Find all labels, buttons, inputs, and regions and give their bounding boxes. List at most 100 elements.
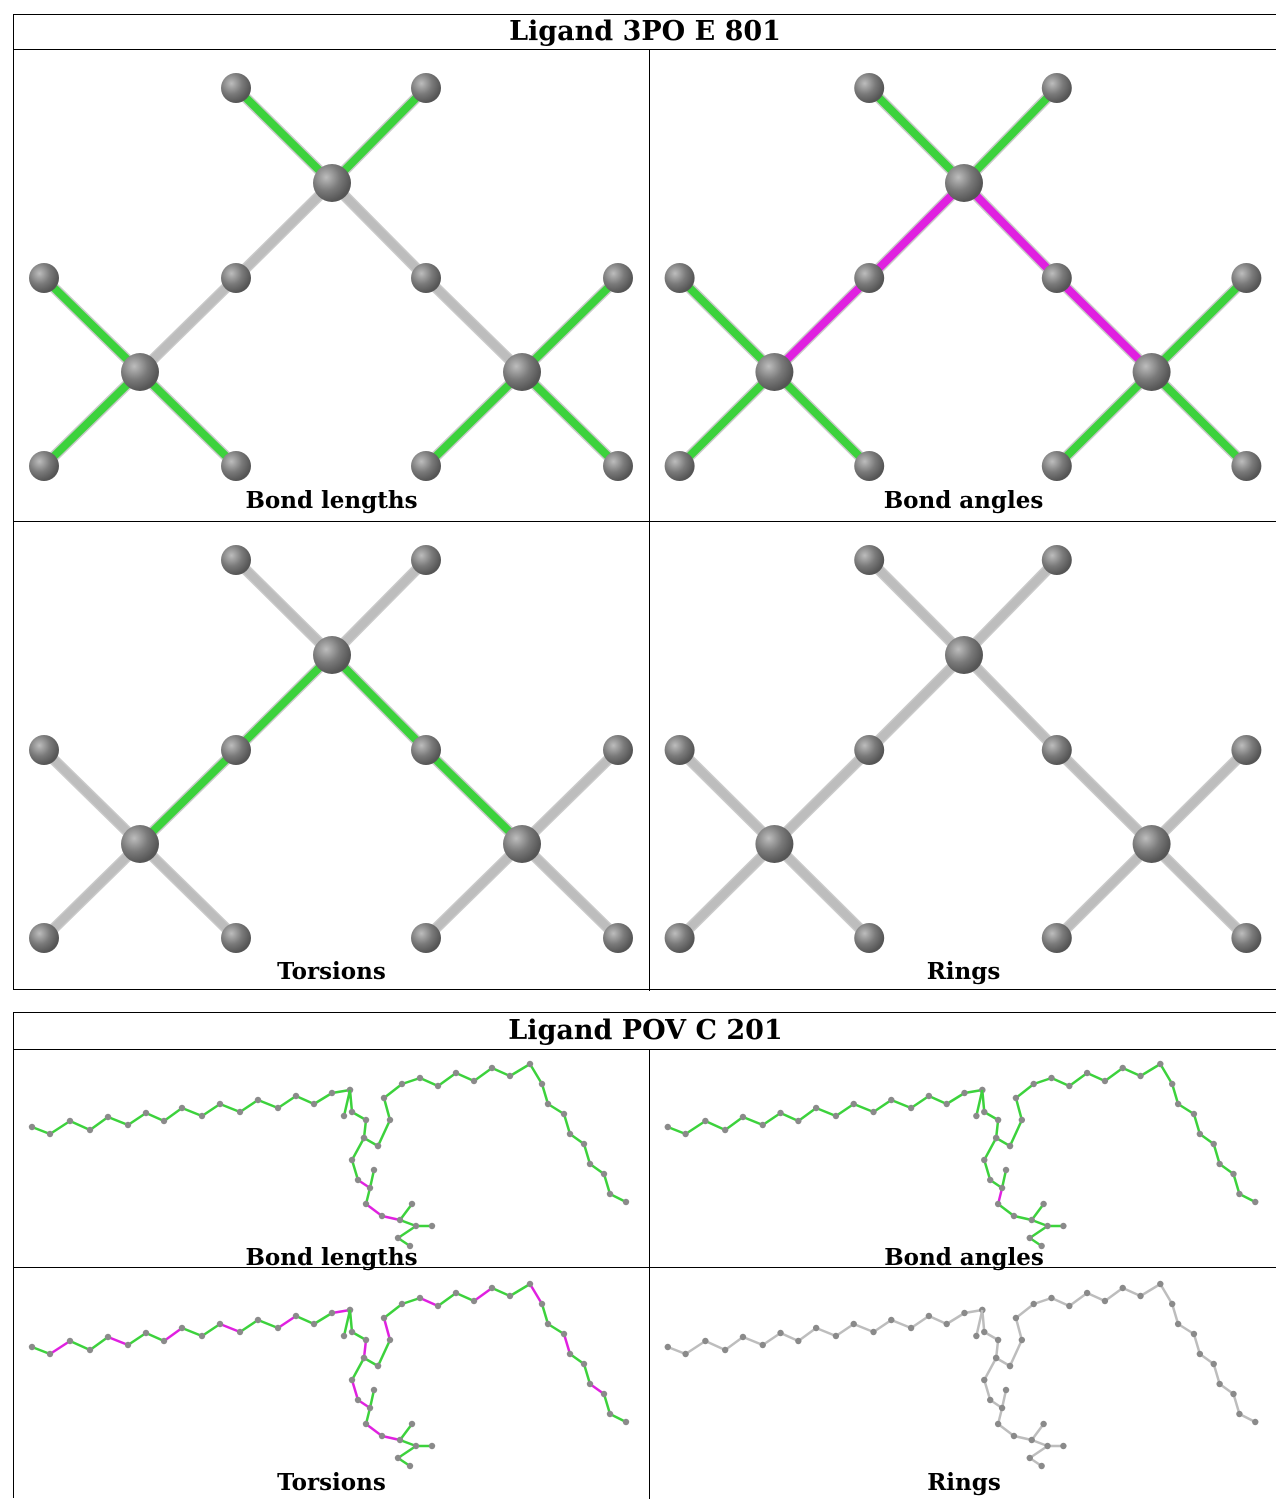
bond-line (238, 1098, 260, 1114)
bond-line (312, 1091, 334, 1106)
atom-sphere (1210, 1140, 1217, 1148)
atom-sphere (254, 1096, 262, 1104)
atom-sphere (221, 263, 251, 293)
atom-sphere (1012, 1094, 1020, 1102)
atom-sphere (994, 1116, 1002, 1124)
bond-line (1139, 1282, 1162, 1298)
atom-sphere (1174, 1100, 1182, 1108)
bond-line (1030, 1422, 1045, 1442)
atom-sphere (664, 451, 695, 481)
bond-line (200, 1102, 222, 1118)
atom-sphere (292, 1312, 300, 1320)
atom-sphere (682, 1130, 689, 1138)
bond-line (490, 1066, 512, 1078)
molecule-3po-bond-lengths (29, 73, 633, 481)
atom-sphere (28, 1343, 36, 1351)
atom-sphere (374, 1362, 382, 1370)
bond-line (770, 274, 874, 376)
atom-sphere (198, 1332, 206, 1340)
atom-sphere (411, 451, 441, 481)
atom-sphere (1044, 1222, 1051, 1230)
atom-sphere (981, 1376, 988, 1384)
atom-sphere (378, 1432, 386, 1440)
atom-sphere (434, 1082, 442, 1090)
bond-line (1052, 840, 1156, 942)
bond-line (1008, 1118, 1024, 1148)
bond-line (675, 368, 779, 470)
atom-sphere (795, 1117, 802, 1125)
atom-sphere (777, 1109, 784, 1117)
atom-sphere (888, 1316, 895, 1324)
bond-line (106, 1115, 130, 1127)
bond-line (328, 651, 430, 754)
atom-sphere (1132, 825, 1171, 863)
bond-line (540, 1082, 550, 1106)
panel-divider-vertical (649, 49, 650, 991)
bond-line (1030, 1202, 1045, 1222)
atom-sphere (1026, 1234, 1033, 1242)
bond-line (1170, 1082, 1180, 1106)
atom-sphere (925, 1092, 933, 1100)
bond-line (540, 1302, 550, 1326)
atom-sphere (854, 73, 885, 103)
atom-sphere (310, 1100, 318, 1108)
atom-sphere (310, 1320, 318, 1328)
bond-line (1068, 1291, 1089, 1308)
atom-sphere (1101, 1077, 1109, 1085)
bond-line (1050, 1296, 1071, 1308)
bond-line (1147, 368, 1251, 470)
atom-sphere (1157, 1060, 1164, 1068)
atom-sphere (366, 1404, 374, 1412)
atom-sphere (1060, 1222, 1067, 1230)
bond-line (865, 651, 968, 754)
atom-sphere (1231, 923, 1262, 953)
panel-divider-vertical (649, 1049, 650, 1499)
caption-rings: Rings (927, 1469, 1001, 1496)
atom-sphere (566, 1130, 574, 1138)
caption-bond-angles: Bond angles (883, 487, 1044, 514)
atom-sphere (348, 1156, 356, 1164)
bond-line (852, 1102, 875, 1114)
bond-line (872, 1098, 893, 1114)
bond-line (1085, 1291, 1107, 1303)
atom-sphere (739, 1333, 747, 1341)
atom-sphere (600, 1390, 608, 1398)
bond-line (1052, 274, 1156, 376)
panel-3po-bond-lengths: Bond lengths (14, 50, 649, 521)
atom-sphere (586, 1160, 594, 1168)
bond-line (1192, 1332, 1202, 1356)
atom-sphere (1132, 353, 1171, 391)
bond-line (232, 651, 336, 754)
atom-sphere (29, 735, 59, 765)
molecule-pov-bond-lengths (28, 1060, 630, 1250)
bond-line (418, 1076, 440, 1088)
atom-sphere (488, 1284, 496, 1292)
atom-sphere (254, 1316, 262, 1324)
atom-sphere (1041, 263, 1072, 293)
bond-line (996, 1422, 1016, 1438)
atom-sphere (142, 1329, 150, 1337)
bond-line (834, 1322, 855, 1338)
bond-line (1014, 1302, 1035, 1320)
bond-line (376, 1338, 392, 1368)
atom-sphere (992, 1354, 1000, 1362)
atom-sphere (396, 1216, 404, 1224)
atom-sphere (994, 1200, 1002, 1208)
atom-sphere (1066, 1082, 1073, 1090)
bond-line (865, 84, 968, 187)
bond-line (422, 368, 526, 470)
atom-sphere (1168, 1300, 1176, 1308)
bond-line (704, 1339, 727, 1352)
atom-sphere (394, 1454, 402, 1462)
bond-line (40, 746, 144, 848)
bond-line (200, 1322, 222, 1338)
bond-line (770, 840, 874, 942)
bond-line (675, 840, 779, 942)
atom-sphere (777, 1329, 784, 1337)
ligand-pov-table: Ligand POV C 201 Bond lengths Bond angle… (13, 1012, 1276, 1499)
bond-line (1014, 1316, 1024, 1342)
bond-line (238, 1318, 260, 1334)
atom-sphere (1190, 1330, 1198, 1338)
bond-line (396, 1444, 418, 1460)
bond-line (144, 1111, 166, 1123)
